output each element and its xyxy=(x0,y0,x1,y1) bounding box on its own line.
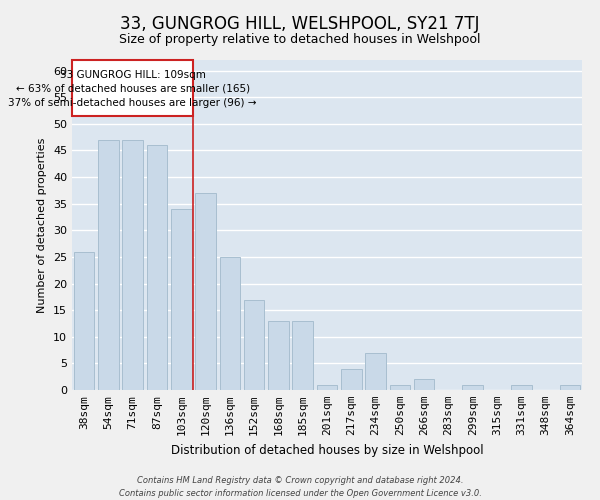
Bar xyxy=(146,145,167,390)
Bar xyxy=(365,352,386,390)
Bar xyxy=(463,384,483,390)
Bar xyxy=(268,321,289,390)
Text: 33 GUNGROG HILL: 109sqm: 33 GUNGROG HILL: 109sqm xyxy=(60,70,206,80)
Bar xyxy=(244,300,265,390)
X-axis label: Distribution of detached houses by size in Welshpool: Distribution of detached houses by size … xyxy=(170,444,484,456)
Text: Size of property relative to detached houses in Welshpool: Size of property relative to detached ho… xyxy=(119,32,481,46)
Bar xyxy=(98,140,119,390)
Bar xyxy=(389,384,410,390)
Bar xyxy=(195,193,216,390)
Bar xyxy=(72,60,193,116)
Bar xyxy=(74,252,94,390)
Bar xyxy=(317,384,337,390)
Bar xyxy=(414,380,434,390)
Bar xyxy=(220,257,240,390)
Y-axis label: Number of detached properties: Number of detached properties xyxy=(37,138,47,312)
Text: ← 63% of detached houses are smaller (165): ← 63% of detached houses are smaller (16… xyxy=(16,84,250,94)
Bar xyxy=(341,368,362,390)
Bar xyxy=(511,384,532,390)
Bar xyxy=(171,209,191,390)
Bar xyxy=(560,384,580,390)
Bar xyxy=(122,140,143,390)
Text: 37% of semi-detached houses are larger (96) →: 37% of semi-detached houses are larger (… xyxy=(8,98,257,108)
Text: Contains HM Land Registry data © Crown copyright and database right 2024.
Contai: Contains HM Land Registry data © Crown c… xyxy=(119,476,481,498)
Bar xyxy=(292,321,313,390)
Text: 33, GUNGROG HILL, WELSHPOOL, SY21 7TJ: 33, GUNGROG HILL, WELSHPOOL, SY21 7TJ xyxy=(120,15,480,33)
